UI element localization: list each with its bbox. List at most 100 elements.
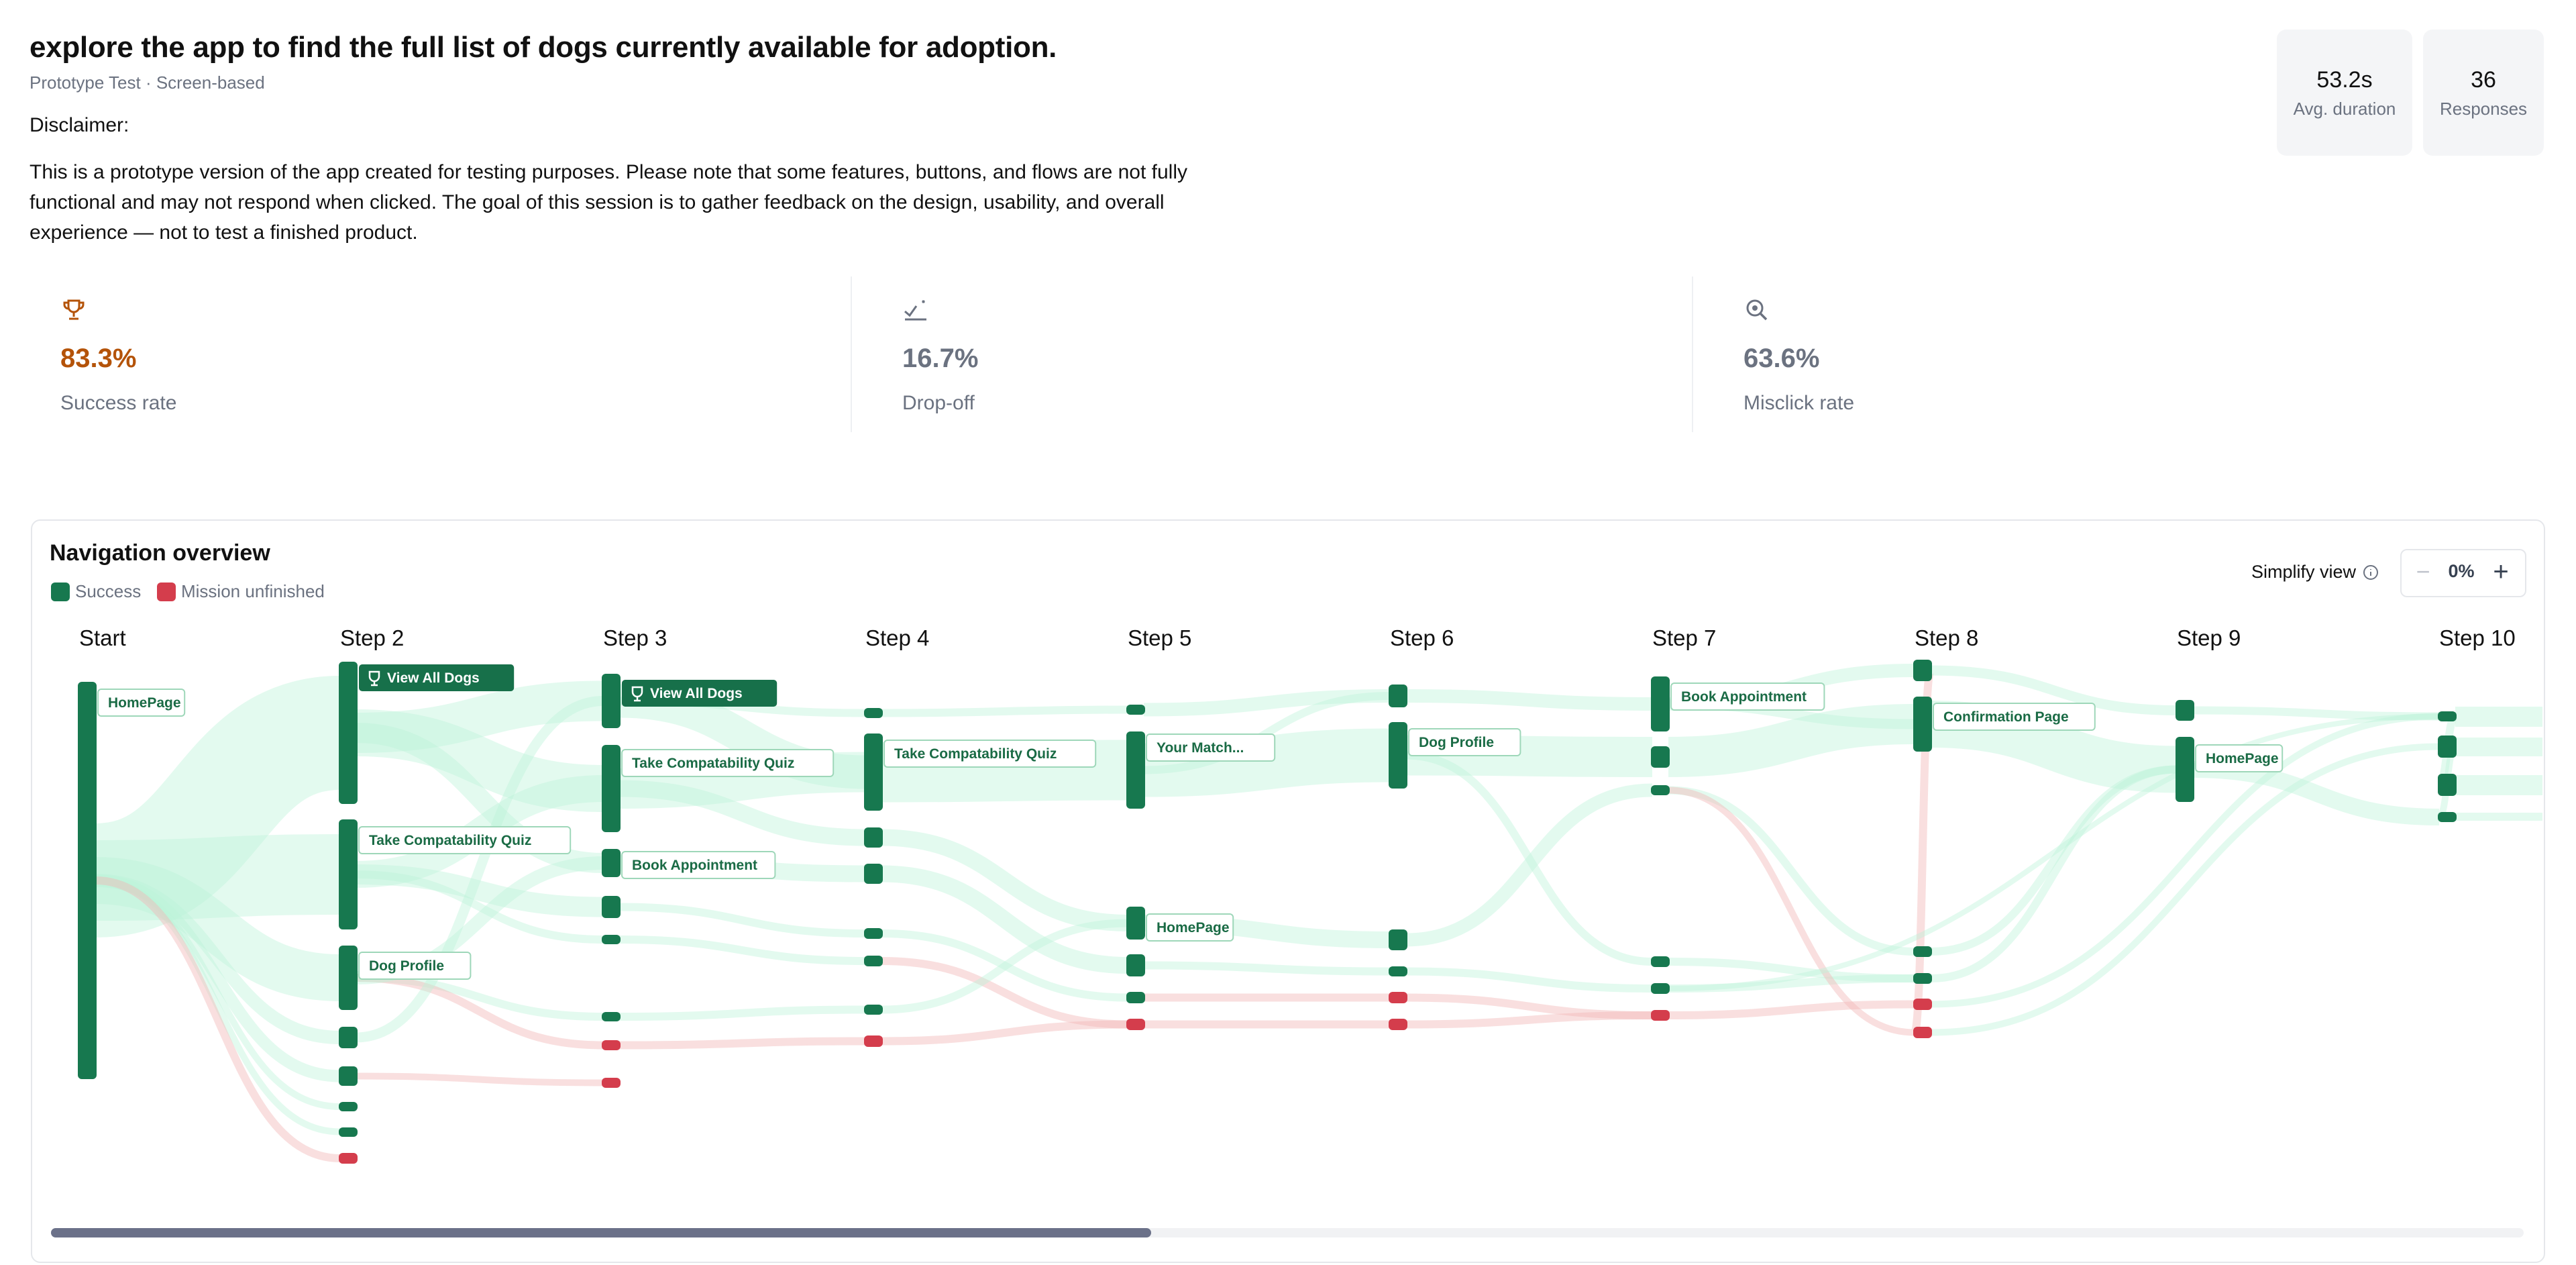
success-node[interactable] [1126,731,1145,809]
node-label: Confirmation Page [1933,703,2096,731]
success-node[interactable] [1651,956,1670,967]
legend-unfinished: Mission unfinished [157,581,325,602]
unfinished-node[interactable] [602,1078,621,1088]
success-node[interactable] [864,733,883,811]
success-flow-path [881,829,1128,931]
success-flow-path [1143,728,1391,797]
unfinished-node[interactable] [1651,1010,1670,1021]
node-label: HomePage [2195,744,2284,772]
unfinished-flow-path [881,1020,1128,1046]
success-node[interactable] [339,1066,358,1086]
success-node[interactable] [339,662,358,804]
success-node[interactable] [2438,774,2457,796]
success-node[interactable] [1651,785,1670,795]
success-flow-path [1668,786,1915,956]
unfinished-node[interactable] [864,1035,883,1047]
success-flow-path [95,874,341,1044]
success-node[interactable] [339,946,358,1010]
success-node[interactable] [864,928,883,939]
simplify-increase-button[interactable]: + [2493,557,2509,587]
success-node[interactable] [1651,746,1670,768]
success-flow-path [95,877,341,1135]
success-flow-path [356,870,604,944]
unfinished-node[interactable] [1126,1019,1145,1030]
node-label: Take Compatability Quiz [883,740,1097,768]
step-header: Step 6 [1390,625,1454,650]
success-flow-path [619,935,866,965]
success-node[interactable] [1126,992,1145,1003]
success-flow-path [95,877,341,1110]
success-node[interactable] [1651,983,1670,994]
success-node[interactable] [1913,973,1932,984]
success-node[interactable] [1389,722,1407,789]
success-node[interactable] [1913,660,1932,681]
legend-unfinished-label: Mission unfinished [181,581,325,601]
success-node[interactable] [602,849,621,877]
navigation-flow-diagram: Start Step 2 Step 3 Step 4 Step 5 Step 6 Step … [78,625,2542,1164]
legend-success-swatch [51,582,70,601]
success-flow-path [881,865,1128,974]
step-header: Step 7 [1652,625,1716,650]
unfinished-flow-path [881,957,1128,1029]
horizontal-scrollbar-thumb[interactable] [51,1228,1151,1237]
success-node[interactable] [339,819,358,929]
success-node[interactable] [864,864,883,884]
unfinished-node[interactable] [602,1040,621,1050]
node-label: Your Match... [1146,733,1276,762]
success-node[interactable] [602,935,621,944]
success-flow-path [1668,713,2440,991]
success-node[interactable] [602,1012,621,1021]
legend-unfinished-swatch [157,582,176,601]
success-node[interactable] [602,674,621,728]
success-node[interactable] [339,1027,358,1048]
success-node[interactable] [864,708,883,718]
unfinished-flow-path [1405,993,1653,1019]
avg-duration-value: 53.2s [2316,67,2373,93]
node-label: Dog Profile [1408,728,1521,756]
success-node[interactable] [2176,700,2194,721]
trophy-icon [368,670,380,687]
success-node[interactable] [1389,929,1407,950]
success-node[interactable] [78,682,97,1079]
success-node[interactable] [2438,711,2457,721]
success-node[interactable] [1913,697,1932,752]
success-flow-path [1930,701,2178,793]
success-node[interactable] [864,827,883,848]
success-node[interactable] [864,1005,883,1015]
success-node[interactable] [602,896,621,918]
node-label-text: Your Match... [1157,740,1244,756]
success-flow-path [1930,713,2440,1008]
misclick-rate-label: Misclick rate [1743,392,1855,414]
info-icon[interactable] [2363,564,2379,580]
unfinished-node[interactable] [1389,1019,1407,1030]
simplify-decrease-button[interactable]: − [2416,558,2430,585]
success-node[interactable] [2438,736,2457,758]
disclaimer-text: This is a prototype version of the app c… [30,161,1187,244]
success-flow-path [881,705,1128,717]
unfinished-node[interactable] [1913,1027,1932,1038]
node-label: Take Compatability Quiz [358,826,572,854]
success-flow-path [619,1005,866,1021]
success-node[interactable] [1126,907,1145,940]
success-node[interactable] [2438,812,2457,822]
unfinished-node[interactable] [1389,992,1407,1003]
unfinished-node[interactable] [339,1153,358,1164]
success-node[interactable] [1913,946,1932,957]
node-label-text: Take Compatability Quiz [894,746,1057,762]
success-node[interactable] [602,745,621,832]
success-node[interactable] [2176,737,2194,802]
step-header: Step 5 [1128,625,1191,650]
node-label: View All Dogs [359,664,515,691]
node-label-text: HomePage [2206,751,2279,766]
success-node[interactable] [1651,676,1670,731]
success-node[interactable] [1126,705,1145,715]
success-node[interactable] [1389,966,1407,976]
success-node[interactable] [1389,685,1407,707]
success-flow-path [1930,665,2178,715]
unfinished-node[interactable] [1913,999,1932,1010]
success-node[interactable] [339,1102,358,1111]
success-node[interactable] [1126,954,1145,976]
success-flow-path [356,696,604,1043]
success-node[interactable] [339,1127,358,1137]
success-node[interactable] [864,956,883,966]
